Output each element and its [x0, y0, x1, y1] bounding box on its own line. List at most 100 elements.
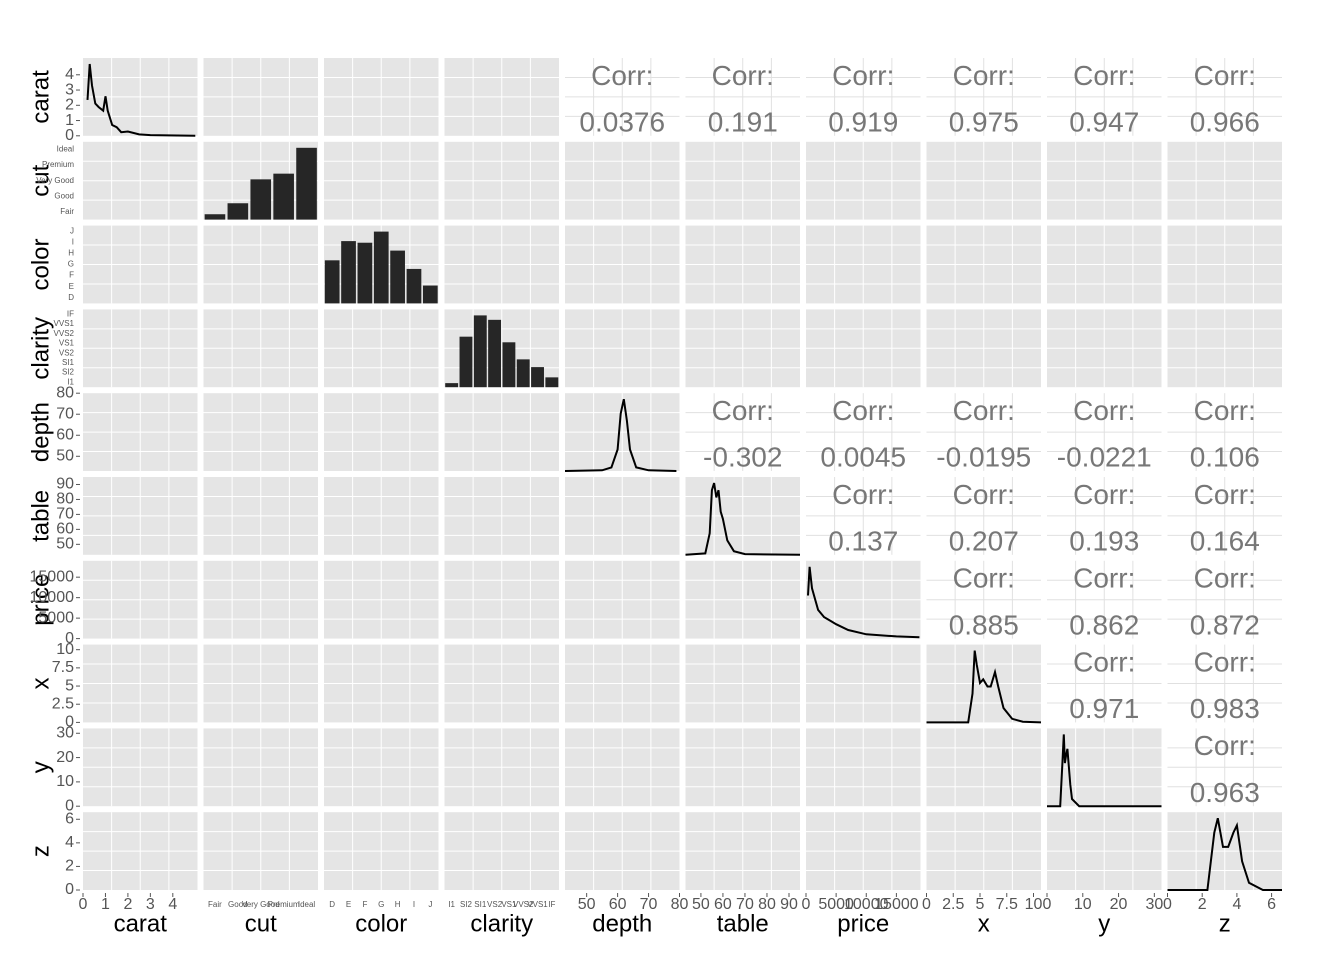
y-axis-title: cut [27, 164, 54, 196]
y-tick-label: 80 [56, 384, 74, 401]
x-axis-title: y [1098, 910, 1110, 937]
corr-label: Corr: [953, 395, 1015, 426]
x-axis-title: x [978, 910, 990, 937]
x-tick-label: 2 [123, 896, 132, 913]
y-axis-title: x [27, 678, 54, 690]
x-category-label: VS1 [501, 900, 517, 909]
corr-value: 0.919 [828, 107, 898, 138]
bar [516, 359, 530, 388]
corr-label: Corr: [1073, 563, 1135, 594]
y-tick-label: 0 [65, 881, 74, 898]
bar [250, 179, 272, 220]
y-tick-label: 6 [65, 810, 74, 827]
x-tick-label: 3 [146, 896, 155, 913]
corr-value: 0.191 [708, 107, 778, 138]
y-tick-label: 10 [56, 641, 74, 658]
corr-label: Corr: [712, 395, 774, 426]
x-category-label: I [413, 900, 415, 909]
x-tick-label: 10 [1025, 896, 1043, 913]
bar [502, 342, 516, 388]
x-category-label: Ideal [298, 900, 316, 909]
x-category-label: Good [228, 900, 248, 909]
bar [531, 367, 544, 388]
y-tick-label: 50 [56, 536, 74, 553]
x-tick-label: 0 [79, 896, 88, 913]
corr-value: 0.983 [1190, 693, 1260, 724]
y-axis-title: clarity [27, 317, 54, 380]
x-tick-label: 60 [714, 896, 732, 913]
y-tick-label: 15000 [30, 568, 75, 585]
x-category-label: Premium [268, 900, 300, 909]
corr-label: Corr: [1194, 730, 1256, 761]
y-axis-title: z [27, 845, 54, 857]
x-tick-label: 50 [692, 896, 710, 913]
x-tick-label: 10000 [844, 896, 889, 913]
bar [227, 203, 249, 220]
y-tick-label: 80 [56, 491, 74, 508]
x-tick-label: 30 [1145, 896, 1163, 913]
corr-label: Corr: [953, 563, 1015, 594]
y-tick-label: 3 [65, 81, 74, 98]
x-category-label: Fair [208, 900, 222, 909]
y-tick-label: 7.5 [52, 659, 74, 676]
y-category-label: IF [67, 309, 74, 318]
corr-label: Corr: [1194, 563, 1256, 594]
x-axis-title: price [837, 910, 889, 937]
corr-label: Corr: [953, 479, 1015, 510]
y-tick-label: 0 [65, 797, 74, 814]
y-tick-label: 0 [65, 127, 74, 144]
y-tick-label: 50 [56, 447, 74, 464]
bar [204, 214, 226, 220]
x-category-label: VVS2 [513, 900, 534, 909]
corr-value: -0.302 [703, 442, 782, 473]
bar [373, 231, 389, 304]
x-tick-label: 4 [168, 896, 177, 913]
y-axis-title: y [27, 761, 54, 773]
y-tick-label: 10000 [30, 589, 75, 606]
x-axis-title: cut [245, 910, 277, 937]
corr-value: 0.872 [1190, 609, 1260, 640]
y-category-label: SI2 [62, 368, 75, 377]
y-axis-title: color [27, 238, 54, 290]
corr-value: 0.0376 [579, 107, 665, 138]
x-category-label: SI1 [474, 900, 487, 909]
corr-label: Corr: [1073, 479, 1135, 510]
y-category-label: VS1 [59, 339, 75, 348]
x-tick-label: 5 [976, 896, 985, 913]
y-tick-label: 10 [56, 773, 74, 790]
x-tick-label: 0 [1043, 896, 1052, 913]
corr-label: Corr: [1073, 646, 1135, 677]
x-tick-label: 0 [802, 896, 811, 913]
corr-value: 0.885 [949, 609, 1019, 640]
y-category-label: VS2 [59, 348, 75, 357]
corr-label: Corr: [1194, 646, 1256, 677]
corr-label: Corr: [832, 60, 894, 91]
x-category-label: D [329, 900, 335, 909]
density-line [564, 398, 677, 472]
y-tick-label: 5 [65, 677, 74, 694]
x-tick-label: 0 [1163, 896, 1172, 913]
y-category-label: D [68, 293, 74, 302]
y-tick-label: 4 [65, 66, 74, 83]
x-tick-label: 2 [1198, 896, 1207, 913]
y-category-label: Very Good [36, 176, 74, 185]
x-category-label: F [362, 900, 367, 909]
density-line [86, 63, 196, 137]
x-tick-label: 5000 [818, 896, 854, 913]
bar [324, 260, 340, 304]
x-tick-label: 15000 [874, 896, 919, 913]
x-category-label: E [346, 900, 351, 909]
y-tick-label: 60 [56, 521, 74, 538]
bar [357, 242, 373, 304]
y-tick-label: 60 [56, 426, 74, 443]
corr-value: 0.862 [1069, 609, 1139, 640]
corr-value: 0.207 [949, 526, 1019, 557]
y-category-label: J [70, 226, 74, 235]
y-tick-label: 2.5 [52, 695, 74, 712]
x-axis-title: table [717, 910, 769, 937]
x-axis-title: depth [592, 910, 652, 937]
x-tick-label: 4 [1232, 896, 1241, 913]
bar [545, 377, 559, 388]
x-tick-label: 7.5 [996, 896, 1018, 913]
